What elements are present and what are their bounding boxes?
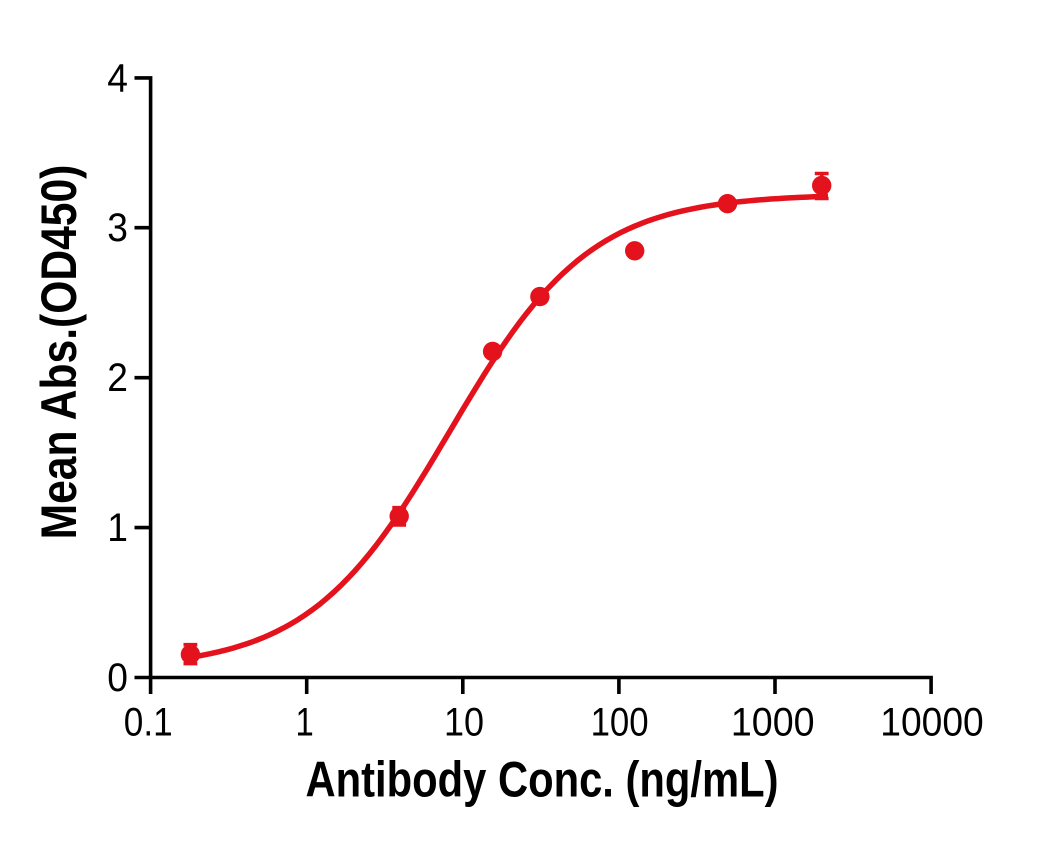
svg-text:10000: 10000 xyxy=(880,700,983,745)
svg-text:1: 1 xyxy=(295,699,313,744)
svg-text:Antibody Conc. (ng/mL): Antibody Conc. (ng/mL) xyxy=(306,751,779,807)
svg-text:4: 4 xyxy=(107,56,128,101)
svg-text:10: 10 xyxy=(444,701,484,745)
svg-text:Mean Abs.(OD450): Mean Abs.(OD450) xyxy=(31,165,87,540)
svg-text:0.1: 0.1 xyxy=(124,699,173,744)
svg-text:100: 100 xyxy=(591,699,649,744)
svg-text:1000: 1000 xyxy=(731,700,815,744)
svg-text:1: 1 xyxy=(107,506,128,551)
svg-text:0: 0 xyxy=(107,656,128,701)
svg-text:2: 2 xyxy=(107,356,128,401)
svg-text:3: 3 xyxy=(107,206,128,251)
